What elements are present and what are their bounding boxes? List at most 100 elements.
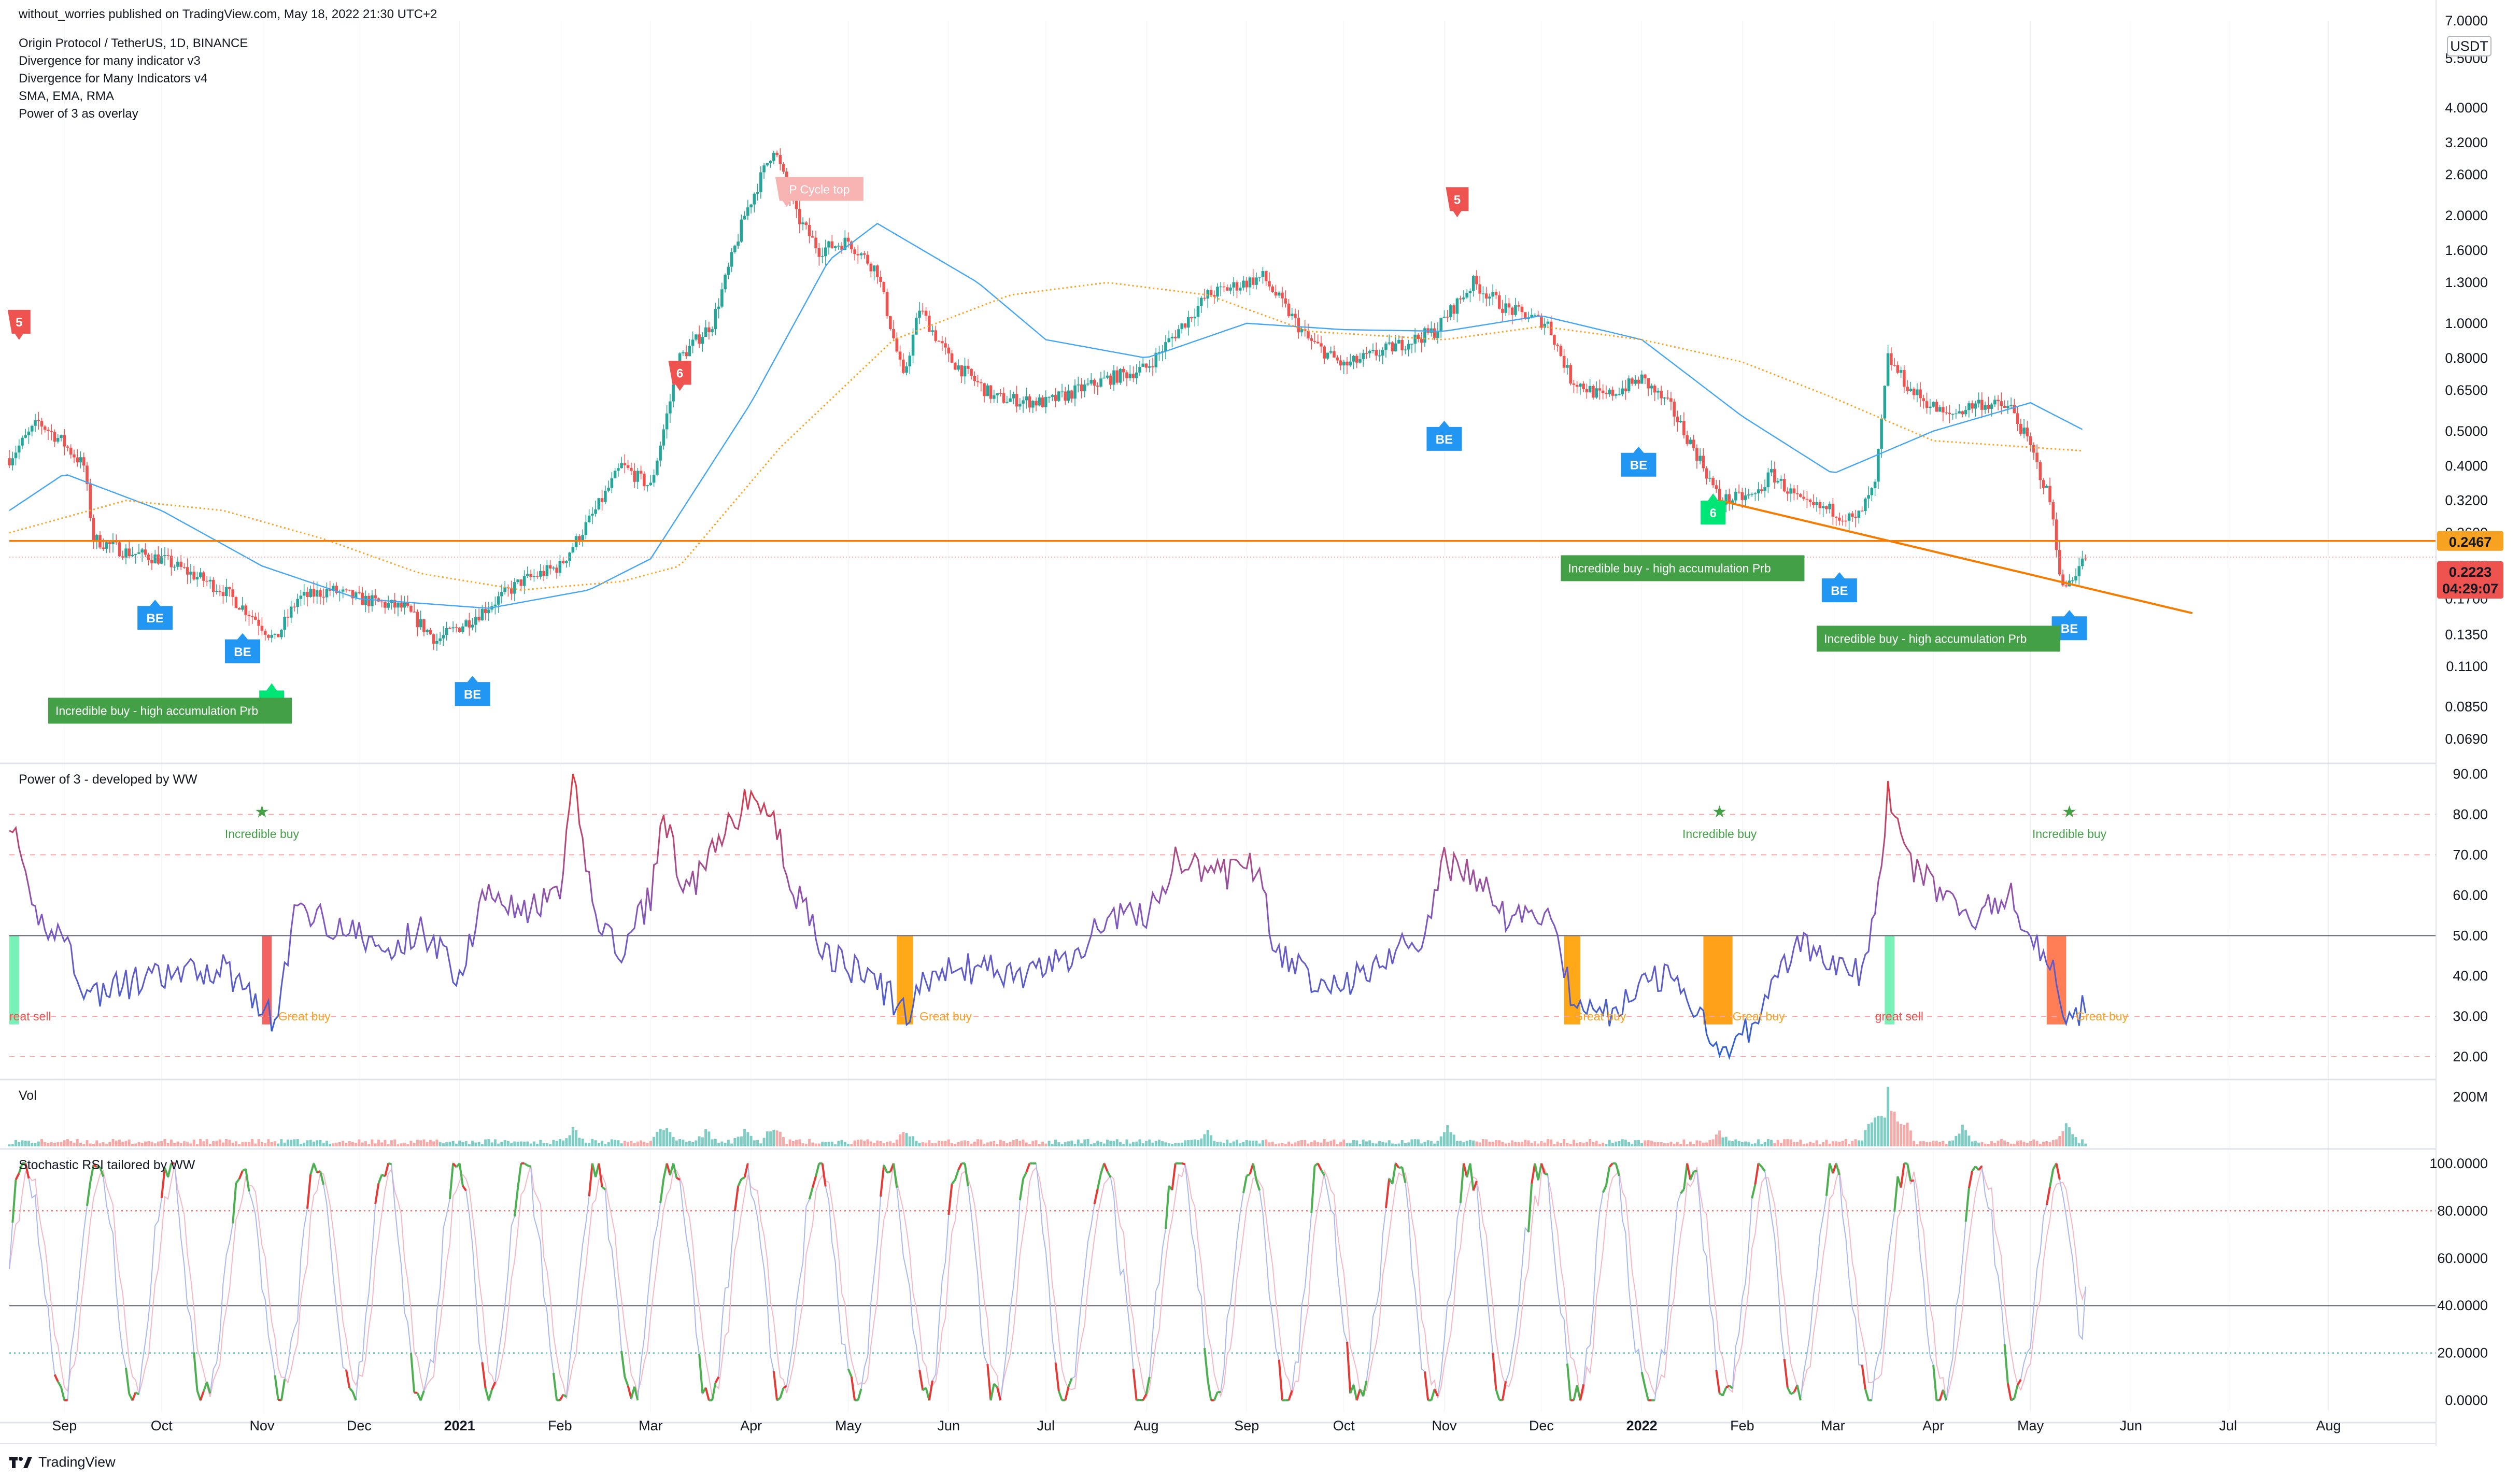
candle-body xyxy=(591,514,594,516)
volume-bar xyxy=(1815,1140,1818,1146)
volume-bar xyxy=(1634,1140,1637,1146)
star-icon: ★ xyxy=(254,802,270,821)
stoch-extreme-segment xyxy=(1093,1188,1099,1204)
stoch-extreme-segment xyxy=(1132,1368,1138,1401)
candle-body xyxy=(714,308,717,330)
volume-bar xyxy=(44,1142,47,1146)
volume-bar xyxy=(92,1144,95,1146)
volume-bar xyxy=(1689,1141,1692,1146)
stoch-extreme-segment xyxy=(1680,1188,1685,1194)
candle-body xyxy=(380,601,384,603)
candle-body xyxy=(306,591,309,598)
stoch-extreme-segment xyxy=(1346,1342,1352,1394)
volume-bar xyxy=(957,1142,960,1146)
indicator-label[interactable]: SMA, EMA, RMA xyxy=(19,89,115,103)
volume-bar xyxy=(1673,1143,1676,1146)
indicator-label[interactable]: Divergence for many indicator v3 xyxy=(19,54,201,68)
volume-bar xyxy=(1770,1140,1773,1146)
volume-bar xyxy=(1184,1140,1187,1146)
volume-bar xyxy=(1766,1139,1769,1146)
candle-body xyxy=(820,256,824,257)
candle-body xyxy=(160,556,163,564)
candle-body xyxy=(905,366,908,373)
tradingview-logo[interactable]: TradingView xyxy=(9,1454,116,1470)
candle-body xyxy=(163,555,166,557)
candle-body xyxy=(403,603,406,608)
stoch-extreme-segment xyxy=(232,1183,237,1224)
candle-body xyxy=(2006,406,2009,408)
volume-bar xyxy=(400,1143,403,1146)
candle-body xyxy=(1734,491,1737,501)
candle-body xyxy=(519,579,523,586)
candle-body xyxy=(1621,388,1624,394)
candle-body xyxy=(2000,401,2003,406)
current-price-tag-text: 04:29:07 xyxy=(2442,581,2498,597)
volume-bar xyxy=(1753,1143,1757,1146)
stoch-extreme-segment xyxy=(989,1383,995,1401)
volume-bar xyxy=(685,1142,688,1146)
volume-bar xyxy=(1193,1139,1196,1146)
volume-bar xyxy=(231,1143,234,1146)
candle-body xyxy=(672,384,675,402)
volume-bar xyxy=(1197,1140,1200,1146)
stoch-extreme-segment xyxy=(1103,1163,1109,1172)
candle-body xyxy=(2013,405,2016,414)
time-tick-label: Dec xyxy=(347,1418,372,1433)
incredible-buy-banner: Incredible buy - high accumulation Prb xyxy=(1817,626,2061,652)
candle-body xyxy=(1595,388,1598,398)
volume-bar xyxy=(960,1141,963,1146)
candle-body xyxy=(1653,386,1657,393)
stoch-extreme-segment xyxy=(986,1364,992,1401)
candle-body xyxy=(1300,329,1304,333)
volume-bar xyxy=(215,1141,218,1146)
candle-body xyxy=(1773,468,1776,482)
candle-body xyxy=(461,626,464,632)
volume-bar xyxy=(458,1140,461,1146)
volume-bar xyxy=(1789,1139,1792,1146)
candle-body xyxy=(1864,499,1867,512)
candle-body xyxy=(1368,350,1371,353)
volume-bar xyxy=(329,1143,332,1146)
candle-body xyxy=(1663,397,1666,399)
candle-body xyxy=(1935,402,1938,412)
volume-bar xyxy=(938,1141,941,1146)
volume-bar xyxy=(1339,1142,1342,1146)
candle-body xyxy=(859,253,863,255)
candle-body xyxy=(40,421,44,427)
candle-body xyxy=(371,595,374,606)
candle-body xyxy=(1880,418,1883,449)
volume-bar xyxy=(1384,1142,1388,1146)
candle-body xyxy=(866,254,869,264)
candle-body xyxy=(1494,292,1498,295)
be-signal-badge: BE xyxy=(455,676,490,706)
volume-bar xyxy=(1857,1140,1860,1146)
volume-bar xyxy=(1009,1142,1012,1146)
stoch-extreme-segment xyxy=(1492,1352,1497,1390)
p3-signal-label: Incredible buy xyxy=(225,827,300,841)
candle-body xyxy=(656,460,659,475)
candle-body xyxy=(1776,480,1779,482)
volume-bar xyxy=(497,1143,500,1146)
stoch-extreme-segment xyxy=(193,1352,199,1391)
candle-body xyxy=(1919,389,1922,399)
volume-bar xyxy=(1818,1144,1821,1146)
candle-body xyxy=(1955,413,1958,415)
candle-body xyxy=(1540,315,1543,328)
be-signal-text: BE xyxy=(1831,584,1848,598)
indicator-label[interactable]: Power of 3 as overlay xyxy=(19,107,138,121)
symbol-title[interactable]: Origin Protocol / TetherUS, 1D, BINANCE xyxy=(19,36,248,50)
candle-body xyxy=(1834,516,1838,518)
candle-body xyxy=(332,586,335,591)
candle-body xyxy=(1481,293,1485,294)
candle-body xyxy=(2003,406,2006,408)
p3-tick-label: 40.00 xyxy=(2453,968,2488,984)
candle-body xyxy=(1569,365,1572,384)
stoch-tick-label: 60.0000 xyxy=(2437,1251,2488,1266)
stoch-extreme-segment xyxy=(1384,1178,1391,1209)
volume-bar xyxy=(565,1138,568,1146)
indicator-label[interactable]: Divergence for Many Indicators v4 xyxy=(19,72,208,86)
stoch-extreme-segment xyxy=(24,1163,30,1179)
volume-bar xyxy=(1926,1142,1929,1146)
volume-bar xyxy=(374,1143,377,1146)
